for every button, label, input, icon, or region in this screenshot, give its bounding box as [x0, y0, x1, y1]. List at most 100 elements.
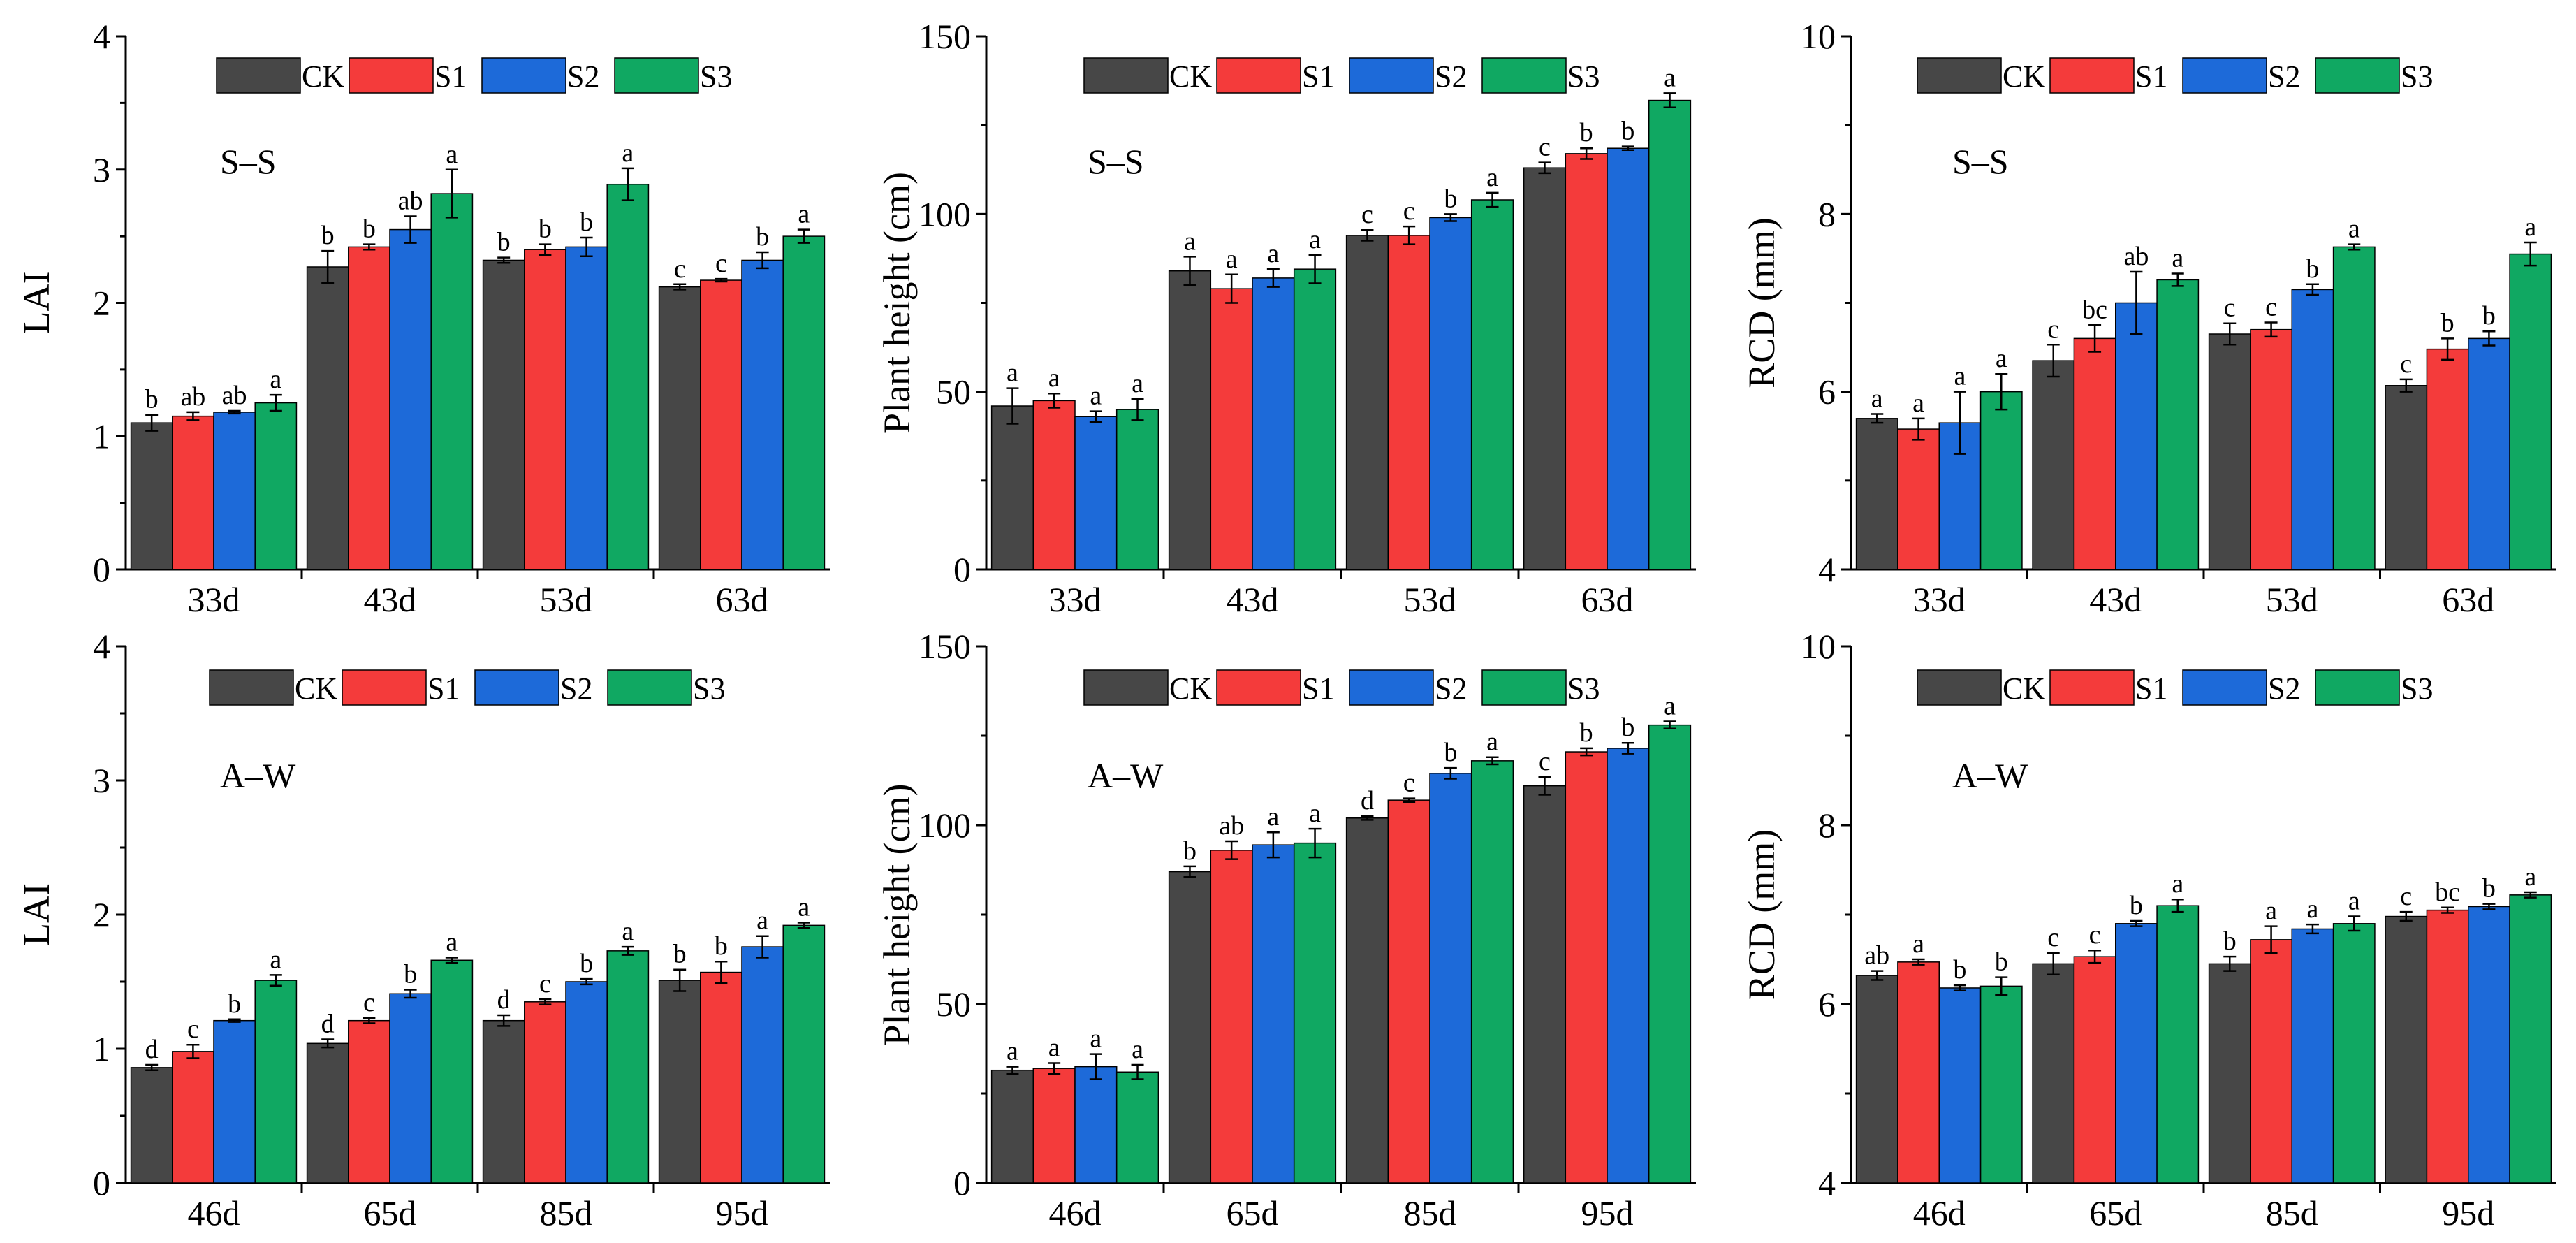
- significance-label: a: [1996, 344, 2007, 373]
- y-axis-title: Plant height (cm): [876, 784, 918, 1046]
- bar-s3-65d: [2156, 905, 2200, 1184]
- legend-swatch-s3: [1481, 669, 1567, 706]
- bar-s3-63d: [2509, 253, 2552, 570]
- significance-label: c: [2265, 292, 2277, 321]
- bar-s2-33d: [1074, 416, 1118, 570]
- significance-label: a: [2524, 212, 2536, 242]
- legend-swatch-s3: [2315, 669, 2400, 706]
- significance-label: b: [404, 960, 417, 989]
- legend-label-s2: S2: [1435, 59, 1467, 94]
- bar-s3-33d: [1115, 409, 1159, 570]
- y-axis-title: RCD (mm): [1741, 217, 1783, 388]
- x-tick-label: 65d: [364, 1193, 416, 1233]
- bar-s1-33d: [1897, 428, 1940, 570]
- bar-s3-43d: [430, 193, 474, 570]
- significance-label: b: [715, 931, 728, 961]
- bar-ck-43d: [306, 266, 349, 570]
- legend-swatch-ck: [1917, 669, 2002, 706]
- significance-label: a: [1664, 692, 1676, 721]
- bar-s1-33d: [172, 415, 214, 570]
- x-tick-label: 46d: [1913, 1193, 1966, 1233]
- x-tick-label: 95d: [2442, 1193, 2494, 1233]
- y-tick-label: 10: [1801, 17, 1836, 56]
- significance-label: a: [1132, 1035, 1143, 1064]
- legend-label-s2: S2: [2268, 59, 2300, 94]
- significance-label: a: [1184, 226, 1196, 256]
- legend-swatch-s1: [349, 57, 434, 94]
- legend-swatch-s3: [1481, 57, 1567, 94]
- bar-s2-95d: [741, 946, 784, 1184]
- legend-swatch-s2: [2182, 57, 2267, 94]
- significance-label: a: [1912, 929, 1924, 959]
- y-tick-label: 3: [93, 761, 110, 800]
- significance-label: b: [363, 215, 376, 244]
- significance-label: a: [2524, 862, 2536, 892]
- significance-label: c: [187, 1015, 199, 1044]
- significance-label: b: [673, 940, 687, 969]
- significance-label: c: [1403, 196, 1415, 226]
- x-tick-label: 63d: [1581, 580, 1634, 619]
- significance-label: c: [715, 249, 727, 278]
- significance-label: b: [2482, 874, 2496, 903]
- legend-label-s1: S1: [1302, 59, 1334, 94]
- significance-label: c: [2400, 882, 2412, 911]
- significance-label: a: [1267, 239, 1279, 268]
- bar-s3-65d: [430, 959, 474, 1184]
- bar-s1-46d: [1032, 1068, 1076, 1184]
- bar-ck-33d: [1855, 418, 1898, 570]
- bar-s1-85d: [2250, 939, 2293, 1184]
- bar-s1-85d: [524, 1001, 566, 1184]
- bar-ck-85d: [482, 1019, 525, 1184]
- panel-label: A–W: [1088, 756, 1164, 795]
- bar-s3-95d: [782, 924, 826, 1184]
- x-tick-label: 53d: [2266, 580, 2318, 619]
- legend-label-s1: S1: [434, 59, 467, 94]
- significance-label: a: [2172, 244, 2183, 273]
- significance-label: c: [539, 969, 551, 998]
- significance-label: b: [1621, 713, 1634, 742]
- legend-swatch-ck: [1917, 57, 2002, 94]
- x-tick-label: 46d: [188, 1193, 240, 1233]
- bar-s2-95d: [1607, 748, 1650, 1184]
- bar-s3-85d: [2332, 923, 2376, 1184]
- y-tick-label: 2: [93, 895, 110, 934]
- bar-s1-43d: [1210, 288, 1253, 570]
- significance-label: b: [321, 221, 335, 250]
- y-axis-title: RCD (mm): [1741, 829, 1783, 1001]
- bar-s3-63d: [782, 235, 826, 570]
- legend-swatch-s1: [1216, 669, 1301, 706]
- bar-ck-63d: [658, 286, 701, 570]
- bar-ck-33d: [130, 422, 173, 570]
- bar-s3-63d: [1648, 99, 1692, 570]
- legend-swatch-s3: [607, 669, 692, 706]
- legend-swatch-s1: [1216, 57, 1301, 94]
- significance-label: b: [2306, 254, 2319, 284]
- bar-s1-43d: [348, 246, 390, 570]
- legend-label-ck: CK: [2003, 671, 2045, 706]
- legend-label-ck: CK: [295, 671, 337, 706]
- legend-label-s3: S3: [1567, 671, 1600, 706]
- significance-label: a: [622, 138, 634, 168]
- x-tick-label: 85d: [540, 1193, 592, 1233]
- bar-s3-46d: [1979, 985, 2023, 1184]
- bar-s3-46d: [1115, 1071, 1159, 1184]
- legend-swatch-s2: [481, 57, 566, 94]
- significance-label: c: [1361, 200, 1373, 229]
- bar-s2-46d: [1074, 1066, 1118, 1184]
- y-tick-label: 0: [93, 1163, 110, 1202]
- bar-s1-65d: [2073, 956, 2116, 1184]
- legend-label-ck: CK: [302, 59, 344, 94]
- significance-label: d: [321, 1010, 335, 1039]
- bar-ck-63d: [1523, 167, 1567, 570]
- significance-label: bc: [2082, 295, 2107, 324]
- significance-label: ab: [2123, 242, 2149, 271]
- legend-swatch-ck: [216, 57, 301, 94]
- y-tick-label: 50: [936, 372, 971, 412]
- bar-ck-53d: [2208, 333, 2251, 570]
- significance-label: c: [363, 988, 375, 1017]
- legend-swatch-s2: [1349, 669, 1434, 706]
- bar-ck-53d: [482, 259, 525, 570]
- significance-label: b: [756, 222, 769, 252]
- y-tick-label: 6: [1818, 984, 1836, 1024]
- x-tick-label: 33d: [188, 580, 240, 619]
